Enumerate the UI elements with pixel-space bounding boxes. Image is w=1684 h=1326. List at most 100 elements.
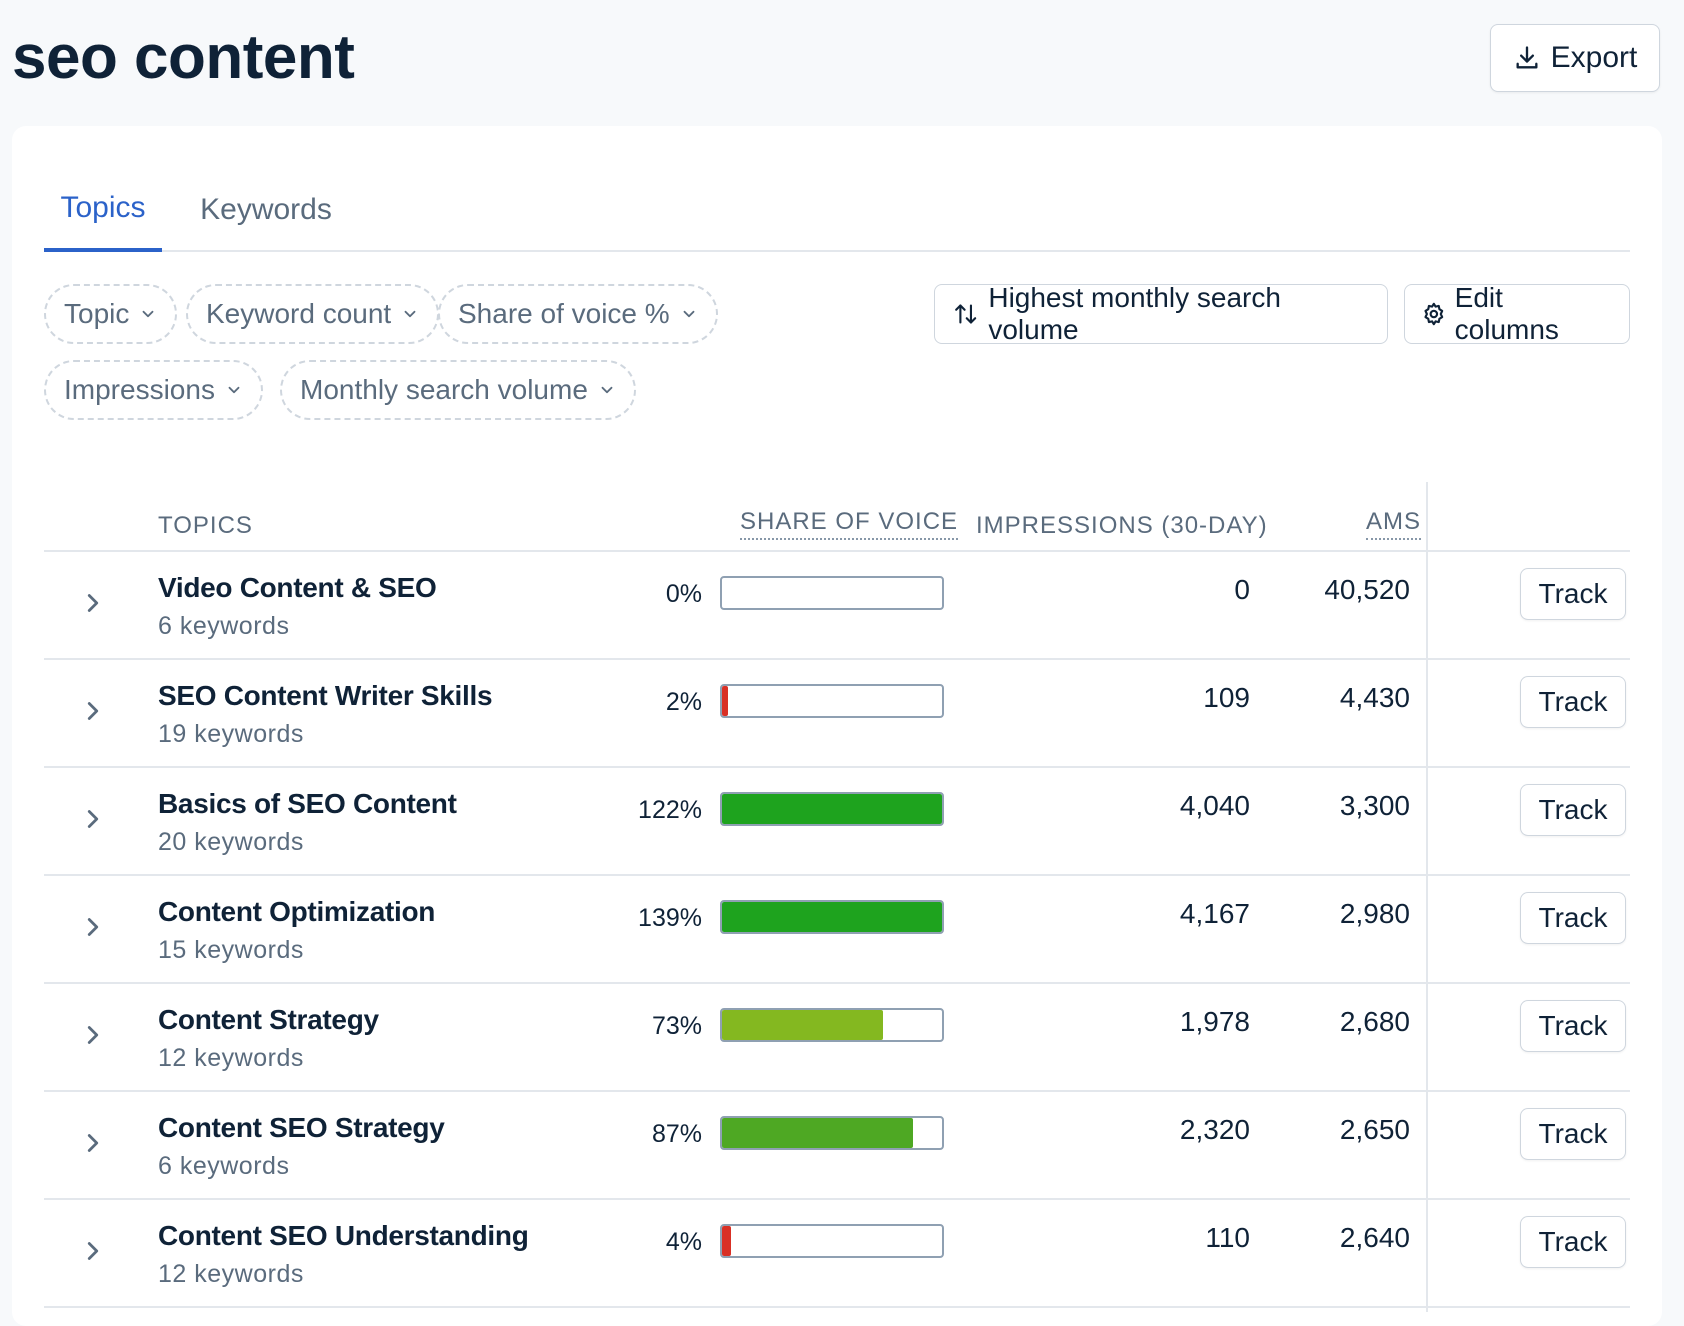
chevron-down-icon bbox=[404, 310, 416, 318]
share-of-voice-value: 2% bbox=[665, 688, 702, 716]
column-divider bbox=[1426, 482, 1428, 1312]
topics-table: TOPICS SHARE OF VOICE IMPRESSIONS (30-DA… bbox=[44, 482, 1630, 1312]
impressions-value: 109 bbox=[1203, 682, 1250, 713]
header-share-of-voice[interactable]: SHARE OF VOICE bbox=[740, 508, 959, 540]
share-of-voice-value: 87% bbox=[651, 1120, 702, 1148]
table-row: Content SEO Strategy 6 keywords 87% 2,32… bbox=[44, 1092, 1630, 1200]
ams-value: 2,640 bbox=[1339, 1222, 1410, 1253]
filter-label: Monthly search volume bbox=[300, 374, 588, 405]
table-row: SEO Content Writer Skills 19 keywords 2%… bbox=[44, 660, 1630, 768]
header-topics: TOPICS bbox=[158, 512, 253, 539]
sort-label: Highest monthly search volume bbox=[988, 282, 1281, 345]
table-header: TOPICS SHARE OF VOICE IMPRESSIONS (30-DA… bbox=[44, 482, 1630, 552]
topic-keyword-count: 12 keywords bbox=[158, 1260, 304, 1288]
share-of-voice-bar bbox=[720, 1116, 944, 1150]
ams-value: 40,520 bbox=[1324, 574, 1410, 605]
table-row: Content SEO Understanding 12 keywords 4%… bbox=[44, 1200, 1630, 1308]
impressions-value: 110 bbox=[1205, 1222, 1250, 1253]
tab-bar: Topics Keywords bbox=[44, 168, 1630, 252]
edit-columns-label: Edit columns bbox=[1454, 282, 1559, 345]
topic-name: SEO Content Writer Skills bbox=[158, 680, 493, 711]
chevron-right-icon[interactable] bbox=[82, 1236, 104, 1266]
chevron-down-icon bbox=[228, 386, 240, 394]
share-of-voice-value: 139% bbox=[638, 904, 702, 932]
track-button[interactable]: Track bbox=[1520, 1108, 1626, 1160]
ams-value: 2,980 bbox=[1339, 898, 1410, 929]
download-icon bbox=[1516, 46, 1538, 69]
share-of-voice-bar-fill bbox=[722, 1226, 731, 1256]
track-button[interactable]: Track bbox=[1520, 892, 1626, 944]
content-card: Topics Keywords Topic Keyword count Shar… bbox=[12, 126, 1662, 1326]
share-of-voice-value: 73% bbox=[651, 1012, 702, 1040]
share-of-voice-bar bbox=[720, 900, 944, 934]
export-label: Export bbox=[1550, 41, 1638, 74]
topic-name: Content Strategy bbox=[158, 1004, 379, 1035]
share-of-voice-value: 4% bbox=[665, 1228, 702, 1256]
track-button[interactable]: Track bbox=[1520, 568, 1626, 620]
chevron-right-icon[interactable] bbox=[82, 588, 104, 618]
filter-keyword-count[interactable]: Keyword count bbox=[186, 284, 440, 344]
sort-arrows-icon bbox=[955, 304, 977, 324]
chevron-right-icon[interactable] bbox=[82, 1128, 104, 1158]
header-ams[interactable]: AMS bbox=[1366, 508, 1422, 540]
topic-keyword-count: 6 keywords bbox=[158, 1152, 290, 1180]
topic-keyword-count: 20 keywords bbox=[158, 828, 304, 856]
topic-name: Content SEO Strategy bbox=[158, 1112, 445, 1143]
share-of-voice-bar bbox=[720, 576, 944, 610]
topic-keyword-count: 6 keywords bbox=[158, 612, 290, 640]
topic-name: Video Content & SEO bbox=[158, 572, 437, 603]
ams-value: 2,650 bbox=[1339, 1114, 1410, 1145]
table-row: Basics of SEO Content 20 keywords 122% 4… bbox=[44, 768, 1630, 876]
filter-share-of-voice[interactable]: Share of voice % bbox=[438, 284, 718, 344]
chevron-right-icon[interactable] bbox=[82, 804, 104, 834]
ams-value: 4,430 bbox=[1339, 682, 1410, 713]
chevron-down-icon bbox=[683, 310, 695, 318]
tab-keywords[interactable]: Keywords bbox=[200, 193, 332, 226]
impressions-value: 0 bbox=[1234, 574, 1250, 605]
chevron-right-icon[interactable] bbox=[82, 1020, 104, 1050]
page-header: seo content Export bbox=[0, 0, 1684, 120]
share-of-voice-bar bbox=[720, 792, 944, 826]
filter-label: Keyword count bbox=[206, 298, 392, 329]
chevron-right-icon[interactable] bbox=[82, 696, 104, 726]
ams-value: 3,300 bbox=[1339, 790, 1410, 821]
chevron-right-icon[interactable] bbox=[82, 912, 104, 942]
sort-button[interactable]: Highest monthly search volume bbox=[934, 282, 1388, 345]
impressions-value: 4,040 bbox=[1179, 790, 1250, 821]
topic-name: Basics of SEO Content bbox=[158, 788, 457, 819]
topic-keyword-count: 12 keywords bbox=[158, 1044, 304, 1072]
track-button[interactable]: Track bbox=[1520, 1216, 1626, 1268]
edit-columns-button[interactable]: Edit columns bbox=[1404, 282, 1630, 345]
share-of-voice-bar-fill bbox=[722, 686, 728, 716]
topic-name: Content Optimization bbox=[158, 896, 436, 927]
header-impressions: IMPRESSIONS (30-DAY) bbox=[976, 512, 1268, 539]
tab-topics[interactable]: Topics bbox=[44, 168, 162, 252]
share-of-voice-bar bbox=[720, 684, 944, 718]
track-button[interactable]: Track bbox=[1520, 784, 1626, 836]
share-of-voice-bar-fill bbox=[722, 902, 942, 932]
share-of-voice-bar-fill bbox=[722, 794, 942, 824]
export-button[interactable]: Export bbox=[1490, 24, 1660, 92]
chevron-down-icon bbox=[142, 310, 154, 318]
share-of-voice-bar-fill bbox=[722, 1010, 883, 1040]
track-button[interactable]: Track bbox=[1520, 1000, 1626, 1052]
table-row: Content Optimization 15 keywords 139% 4,… bbox=[44, 876, 1630, 984]
page-title: seo content bbox=[12, 23, 355, 92]
topic-keyword-count: 19 keywords bbox=[158, 720, 304, 748]
topic-name: Content SEO Understanding bbox=[158, 1220, 529, 1251]
impressions-value: 4,167 bbox=[1179, 898, 1250, 929]
topic-keyword-count: 15 keywords bbox=[158, 936, 304, 964]
filter-topic[interactable]: Topic bbox=[44, 284, 178, 344]
share-of-voice-bar-fill bbox=[722, 1118, 914, 1148]
filter-label: Share of voice % bbox=[458, 298, 670, 329]
impressions-value: 2,320 bbox=[1179, 1114, 1250, 1145]
chevron-down-icon bbox=[601, 386, 613, 394]
impressions-value: 1,978 bbox=[1179, 1006, 1250, 1037]
filter-monthly-search-volume[interactable]: Monthly search volume bbox=[280, 360, 636, 420]
table-row: Video Content & SEO 6 keywords 0% 0 40,5… bbox=[44, 552, 1630, 660]
ams-value: 2,680 bbox=[1339, 1006, 1410, 1037]
track-button[interactable]: Track bbox=[1520, 676, 1626, 728]
filter-impressions[interactable]: Impressions bbox=[44, 360, 263, 420]
filter-label: Topic bbox=[64, 298, 130, 329]
share-of-voice-bar bbox=[720, 1224, 944, 1258]
